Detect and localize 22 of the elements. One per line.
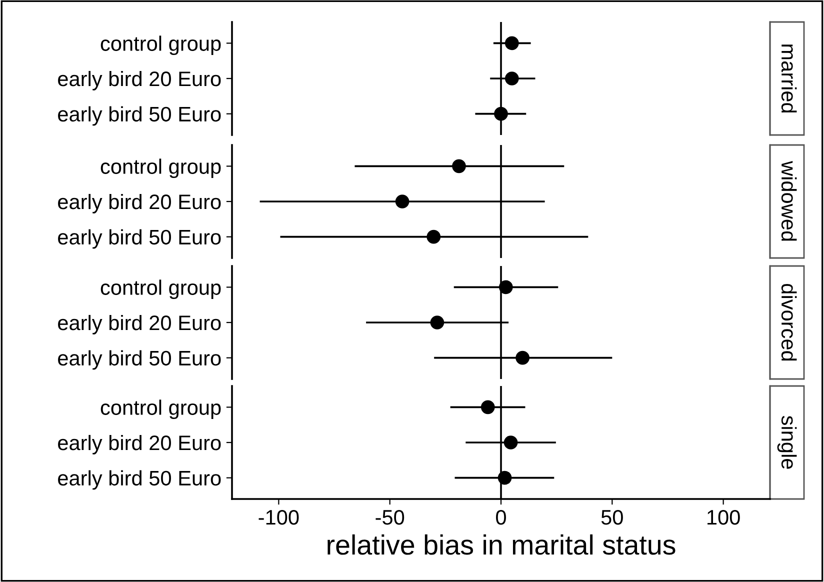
y-tick-label: control group bbox=[100, 400, 221, 420]
x-axis-title: relative bias in marital status bbox=[328, 534, 676, 555]
y-tick-label: early bird 50 Euro bbox=[58, 350, 221, 370]
x-tick-label: 50 bbox=[601, 510, 623, 525]
x-tick-label: 100 bbox=[708, 510, 740, 525]
x-tick-label: -50 bbox=[376, 510, 404, 525]
y2-axis-title: married bbox=[781, 44, 797, 112]
y-tick-label: early bird 20 Euro bbox=[58, 434, 221, 454]
y2-axis-title: single bbox=[777, 416, 797, 469]
y-tick-label: early bird 50 Euro bbox=[58, 229, 221, 249]
y-tick-label: control group bbox=[100, 280, 221, 300]
y-tick-label: control group bbox=[100, 158, 221, 178]
y-tick-label: early bird 50 Euro bbox=[58, 470, 221, 490]
y-tick-label: control group bbox=[100, 36, 221, 56]
y-tick-label: early bird 20 Euro bbox=[58, 194, 221, 214]
y-tick-label: early bird 50 Euro bbox=[58, 106, 221, 126]
x-tick-label: 0 bbox=[496, 510, 506, 525]
x-tick-label: -100 bbox=[258, 510, 299, 525]
y-tick-label: early bird 20 Euro bbox=[58, 70, 221, 90]
y2-axis-title: widowed bbox=[781, 160, 797, 241]
y2-axis-title: divorced bbox=[781, 284, 797, 361]
y-tick-label: early bird 20 Euro bbox=[58, 314, 221, 334]
